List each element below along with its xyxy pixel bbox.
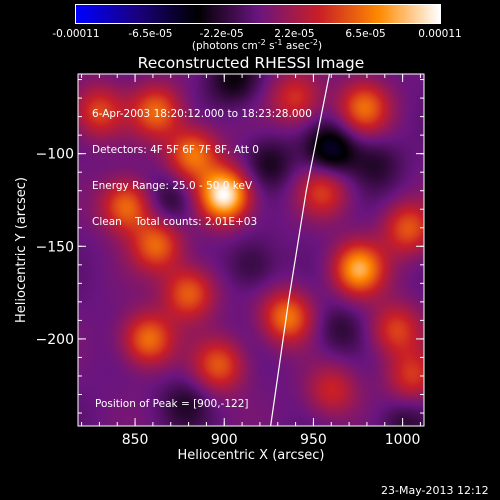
peak-position-label: Position of Peak = [900,-122] [95, 398, 249, 410]
x-tick-label: 950 [300, 432, 327, 448]
colorbar [75, 4, 441, 24]
y-tick-label: −200 [36, 332, 74, 348]
colorbar-tick-label: -2.2e-05 [200, 28, 244, 40]
y-tick-label: −100 [36, 147, 74, 163]
footer-timestamp: 23-May-2013 12:12 [381, 484, 489, 497]
info-line-detectors: Detectors: 4F 5F 6F 7F 8F, Att 0 [92, 144, 259, 156]
x-axis-label: Heliocentric X (arcsec) [178, 448, 325, 463]
y-tick-label: −150 [36, 239, 74, 255]
chart-title: Reconstructed RHESSI Image [138, 54, 365, 72]
info-line-energy: Energy Range: 25.0 - 50.0 keV [92, 180, 253, 192]
y-axis-label: Heliocentric Y (arcsec) [14, 177, 29, 323]
colorbar-tick-label: -6.5e-05 [128, 28, 172, 40]
colorbar-unit-label: (photons cm-2 s-1 asec-2) [192, 38, 322, 52]
colorbar-tick-label: 2.2e-05 [274, 28, 314, 40]
x-tick-label: 1000 [385, 432, 421, 448]
colorbar-tick-label: 0.00011 [418, 28, 461, 40]
x-tick-label: 850 [122, 432, 149, 448]
solar-limb-line [270, 73, 331, 427]
info-line-time: 6-Apr-2003 18:20:12.000 to 18:23:28.000 [92, 108, 312, 120]
heatmap-image [78, 74, 424, 426]
info-line-counts: Clean Total counts: 2.01E+03 [92, 216, 258, 228]
colorbar-tick-label: -0.00011 [52, 28, 99, 40]
colorbar-gradient [76, 5, 440, 23]
colorbar-ticks: -0.00011 -6.5e-05 -2.2e-05 2.2e-05 6.5e-05 0.… [0, 0, 500, 50]
x-tick-label: 900 [211, 432, 238, 448]
plot-frame [77, 73, 425, 427]
info-block: 6-Apr-2003 18:20:12.000 to 18:23:28.000 … [92, 84, 312, 240]
colorbar-tick-label: 6.5e-05 [345, 28, 385, 40]
